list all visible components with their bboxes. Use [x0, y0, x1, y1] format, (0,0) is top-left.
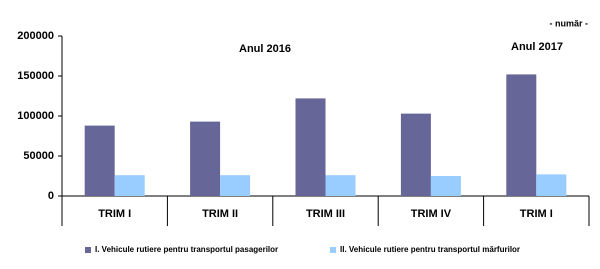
bar: [220, 175, 251, 196]
legend-swatch: [330, 247, 336, 253]
bar: [430, 176, 461, 196]
y-tick-label: 0: [48, 190, 54, 202]
x-tick-label: TRIM IV: [411, 208, 452, 220]
bar: [190, 121, 221, 196]
unit-note: - număr -: [549, 18, 588, 28]
x-tick-label: TRIM III: [306, 208, 345, 220]
legend-label: II. Vehicule rutiere pentru transportul …: [340, 245, 520, 254]
bar: [114, 175, 145, 196]
legend-label: I. Vehicule rutiere pentru transportul p…: [95, 245, 278, 254]
y-tick-label: 150000: [17, 70, 54, 82]
x-tick-label: TRIM II: [202, 208, 238, 220]
bar: [400, 113, 431, 196]
y-tick-label: 200000: [17, 30, 54, 42]
bar: [506, 74, 537, 196]
bar: [325, 175, 356, 196]
x-tick-label: TRIM I: [98, 208, 131, 220]
y-tick-label: 100000: [17, 110, 54, 122]
year-label: Anul 2017: [511, 41, 563, 53]
y-tick-label: 50000: [23, 150, 54, 162]
year-label: Anul 2016: [239, 43, 291, 55]
bar: [536, 174, 567, 196]
bar: [84, 125, 115, 196]
bar: [295, 98, 326, 196]
x-tick-label: TRIM I: [520, 208, 553, 220]
legend-swatch: [85, 247, 91, 253]
